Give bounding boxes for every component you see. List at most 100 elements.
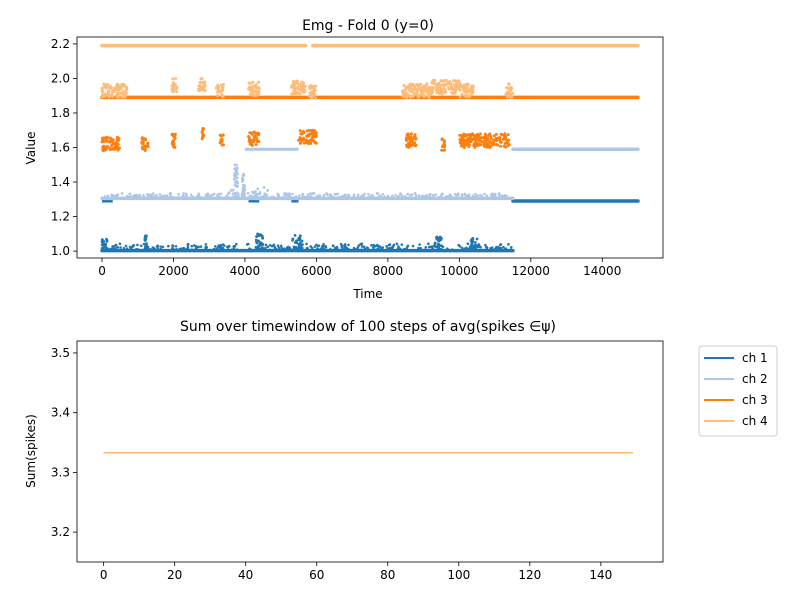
top-series-point <box>141 147 145 151</box>
top-series-point <box>128 249 132 252</box>
top-series-point <box>474 143 478 147</box>
top-series-point <box>251 80 255 84</box>
top-series-point <box>277 246 281 250</box>
top-series-point <box>445 197 448 200</box>
top-series-point <box>315 195 318 199</box>
top-series-point <box>145 144 149 148</box>
top-series-point <box>397 195 401 199</box>
top-chart-x-tick-label: 0 <box>98 264 106 278</box>
top-series-point <box>454 87 458 91</box>
bottom-chart-y-tick-label: 3.4 <box>51 406 70 420</box>
top-series-point <box>502 245 505 249</box>
top-series-point <box>443 145 447 149</box>
top-series-point <box>462 196 466 200</box>
top-series-point <box>297 248 301 252</box>
top-series-point <box>465 246 468 250</box>
top-series-point <box>388 243 392 246</box>
top-series-point <box>146 141 150 145</box>
top-series-point <box>295 241 299 245</box>
top-series-point <box>494 143 498 147</box>
top-series-point <box>415 89 419 93</box>
top-series-point <box>176 196 180 199</box>
top-series-point <box>216 94 220 98</box>
top-series-point <box>310 246 314 250</box>
top-series-point <box>443 88 447 92</box>
top-series-point <box>298 129 302 133</box>
top-series-point <box>388 246 392 250</box>
top-series-point <box>229 196 233 200</box>
top-series-point <box>343 246 346 249</box>
top-series-point <box>381 196 385 200</box>
top-series-point <box>273 246 277 249</box>
top-series-point <box>419 248 423 252</box>
top-series-point <box>487 197 491 200</box>
top-series-point <box>174 197 177 200</box>
top-series-point <box>489 137 493 141</box>
top-series-point <box>246 191 250 195</box>
top-series-point <box>505 86 509 90</box>
top-series-point <box>155 193 158 197</box>
top-series-point <box>112 90 116 94</box>
top-series-point <box>463 249 467 252</box>
top-series-point <box>250 195 253 199</box>
top-series-point <box>241 196 245 200</box>
top-series-point <box>391 246 394 250</box>
top-series-point <box>223 197 227 200</box>
top-series-point <box>298 92 302 96</box>
top-series-point <box>484 243 487 247</box>
top-series-point <box>450 195 453 199</box>
top-series-point <box>295 249 298 252</box>
top-series-point <box>283 247 286 250</box>
top-chart-y-tick-label: 1.8 <box>51 106 70 120</box>
top-series-point <box>197 87 201 91</box>
top-series-point <box>425 194 429 197</box>
top-series-point <box>169 249 172 252</box>
top-series-point <box>333 247 337 251</box>
top-series-point <box>123 94 127 98</box>
top-series-point <box>115 194 119 198</box>
top-series-point <box>276 244 280 247</box>
top-series-point <box>224 249 227 252</box>
top-series-point <box>429 249 433 252</box>
top-series-point <box>507 143 511 147</box>
top-series-point <box>442 148 446 152</box>
top-series-point <box>413 133 417 137</box>
top-series-point <box>494 132 498 136</box>
top-series-point <box>464 134 468 138</box>
top-series-point <box>319 247 323 250</box>
top-chart: Emg - Fold 0 (y=0) 0 2000 4000 6000 8000 1000… <box>24 18 664 301</box>
top-series-point <box>465 141 469 145</box>
top-series-point <box>409 132 413 136</box>
top-series-point <box>252 249 255 252</box>
top-series-point <box>297 196 301 200</box>
top-series-point <box>310 96 314 100</box>
top-series-point <box>461 140 465 144</box>
top-series-point <box>262 194 266 198</box>
top-series-point <box>302 136 306 140</box>
top-series-point <box>314 141 318 145</box>
top-series-point <box>184 248 188 252</box>
top-series-point <box>110 147 114 151</box>
top-series-point <box>256 192 260 196</box>
top-series-point <box>118 197 121 200</box>
top-series-point <box>115 83 119 87</box>
top-series-point <box>357 244 361 247</box>
top-series-point <box>309 129 313 133</box>
top-series-point <box>462 90 466 94</box>
top-series-point <box>182 246 186 250</box>
top-series-point <box>394 197 398 200</box>
top-series-point <box>417 194 421 197</box>
top-series-point <box>470 132 474 136</box>
top-series-point <box>219 192 223 196</box>
top-chart-x-tick-label: 12000 <box>512 264 550 278</box>
top-series-point <box>144 248 148 252</box>
top-series-point <box>351 195 355 199</box>
top-series-point <box>410 249 413 252</box>
top-series-point <box>365 246 369 249</box>
top-series-point <box>182 192 185 195</box>
top-series-point <box>250 88 254 92</box>
top-series-point <box>477 138 481 142</box>
top-series-point <box>273 249 277 252</box>
top-series-point <box>414 92 418 96</box>
top-series-point <box>171 81 175 85</box>
